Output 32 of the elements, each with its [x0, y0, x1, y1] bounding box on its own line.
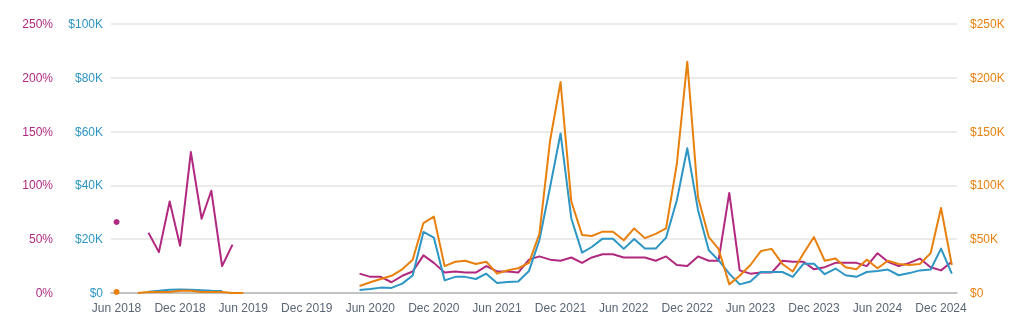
x-tick-label: Dec 2020: [408, 301, 460, 315]
x-tick-label: Jun 2020: [345, 301, 396, 315]
y3-tick-label: $50K: [970, 232, 999, 247]
x-tick-label: Dec 2018: [154, 301, 207, 315]
y2-tick-label: $80K: [74, 70, 103, 85]
y-tick-label: 0%: [35, 286, 54, 300]
y-tick-label: 150%: [22, 124, 54, 139]
x-tick-label: Dec 2021: [534, 301, 587, 315]
y-tick-label: 100%: [22, 178, 54, 193]
y3-tick-label: $200K: [970, 70, 1005, 85]
x-tick-label: Jun 2022: [599, 301, 649, 315]
y2-tick-label: $40K: [74, 178, 103, 193]
x-tick-label: Jun 2019: [218, 301, 269, 315]
x-tick-label: Jun 2021: [472, 301, 523, 315]
y-tick-label: 250%: [22, 17, 54, 31]
x-tick-label: Jun 2018: [91, 301, 142, 315]
y3-tick-label: $250K: [970, 17, 1005, 31]
y2-tick-label: $20K: [74, 232, 103, 247]
x-tick-label: Dec 2019: [281, 301, 333, 315]
y-tick-label: 200%: [22, 70, 54, 85]
x-tick-label: Jun 2024: [852, 301, 903, 315]
x-tick-label: Dec 2023: [788, 301, 840, 315]
y-tick-label: 50%: [28, 232, 54, 247]
y3-tick-label: $100K: [970, 178, 1005, 193]
y3-tick-label: $0: [970, 286, 984, 300]
y2-tick-label: $60K: [74, 124, 103, 139]
x-tick-label: Dec 2022: [661, 301, 714, 315]
y2-tick-label: $100K: [68, 17, 103, 31]
x-tick-label: Dec 2024: [915, 301, 968, 315]
y2-tick-label: $0: [89, 286, 104, 300]
x-tick-label: Jun 2023: [725, 301, 776, 315]
y3-tick-label: $150K: [970, 124, 1005, 139]
